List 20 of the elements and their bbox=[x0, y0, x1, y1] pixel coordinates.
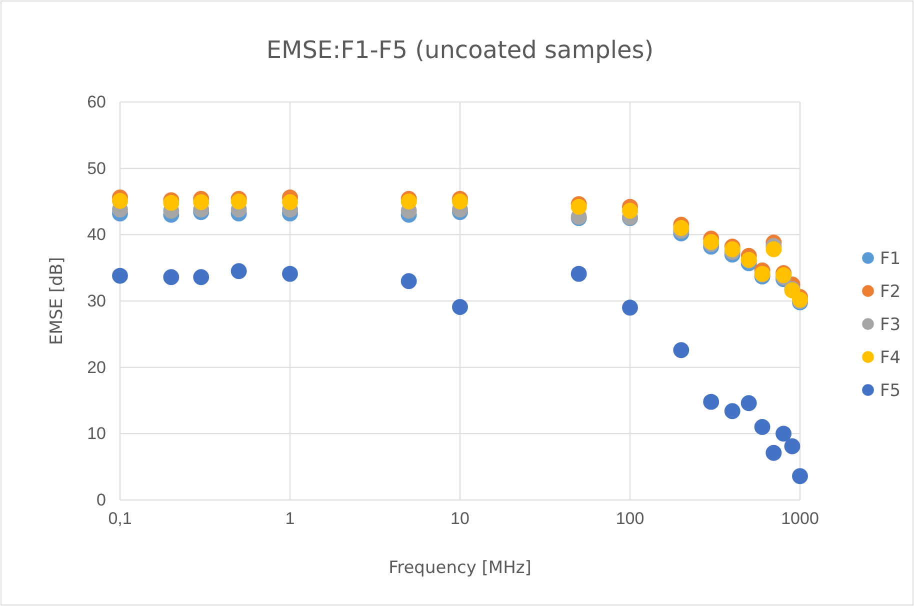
legend-label: F2 bbox=[880, 282, 901, 302]
legend-label: F3 bbox=[880, 315, 901, 335]
x-tick-label: 1000 bbox=[781, 509, 819, 528]
chart-title: EMSE:F1-F5 (uncoated samples) bbox=[266, 36, 654, 64]
y-tick-label: 30 bbox=[87, 291, 106, 310]
x-tick-label: 100 bbox=[616, 509, 644, 528]
y-axis-title: EMSE [dB] bbox=[47, 256, 67, 346]
x-tick-label: 0,1 bbox=[108, 509, 132, 528]
y-tick-label: 20 bbox=[87, 358, 106, 377]
legend-label: F4 bbox=[880, 348, 901, 368]
y-tick-label: 50 bbox=[87, 158, 106, 178]
x-tick-label: 1 bbox=[285, 509, 295, 528]
x-axis-title: Frequency [MHz] bbox=[388, 558, 532, 578]
legend-label: F1 bbox=[880, 249, 901, 269]
y-tick-label: 60 bbox=[87, 92, 106, 112]
legend-label: F5 bbox=[880, 381, 901, 401]
y-tick-label: 0 bbox=[96, 490, 106, 510]
x-tick-label: 10 bbox=[450, 509, 470, 528]
y-tick-label: 40 bbox=[87, 225, 106, 244]
y-tick-label: 10 bbox=[87, 424, 106, 444]
